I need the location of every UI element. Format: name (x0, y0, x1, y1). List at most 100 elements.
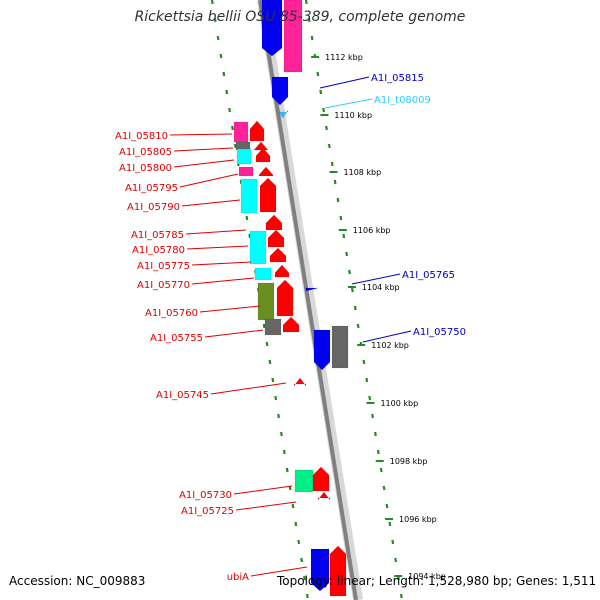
gene-label-left[interactable]: A1I_05770 (137, 280, 190, 291)
left-track-dot (274, 395, 278, 401)
gene-block[interactable] (283, 0, 303, 73)
gene-block[interactable] (269, 247, 287, 263)
scale-tick-label: 1094 kbp (408, 572, 446, 581)
right-track-dot (307, 17, 311, 23)
gene-label-right[interactable]: A1I_05765 (402, 270, 455, 281)
label-connector (204, 329, 264, 338)
gene-block[interactable] (240, 178, 258, 214)
scale-tick-label: 1112 kbp (325, 53, 363, 62)
right-track-dot (368, 395, 372, 401)
gene-label-left[interactable]: A1I_05795 (125, 183, 178, 194)
gene-block[interactable] (264, 318, 282, 336)
gene-block[interactable] (317, 491, 331, 501)
gene-label-left[interactable]: A1I_05800 (119, 163, 172, 174)
scale-tick-label: 1104 kbp (362, 283, 400, 292)
gene-label-left[interactable]: A1I_05725 (181, 506, 234, 517)
right-track-dot (376, 449, 380, 455)
left-track-dot (271, 377, 275, 383)
gene-label-right[interactable]: A1I_05750 (413, 327, 466, 338)
label-connector (169, 133, 233, 136)
gene-label-left[interactable]: A1I_05785 (131, 230, 184, 241)
left-track-dot (305, 593, 309, 599)
gene-block[interactable] (329, 545, 347, 597)
right-track-dot (322, 107, 326, 113)
gene-block[interactable] (277, 108, 289, 119)
gene-block[interactable] (331, 325, 349, 369)
label-connector (179, 173, 239, 188)
gene-block[interactable] (305, 287, 319, 292)
right-track-dot (374, 431, 377, 437)
gene-block[interactable] (257, 282, 275, 321)
gene-block[interactable] (267, 229, 285, 248)
left-track-dot (297, 539, 301, 545)
right-track-dot (382, 485, 386, 491)
gene-label-left[interactable]: ubiA (227, 572, 249, 583)
gene-label-left[interactable]: A1I_05755 (150, 333, 203, 344)
gene-block[interactable] (271, 76, 289, 106)
right-track-dot (353, 305, 357, 311)
gene-block[interactable] (258, 166, 274, 177)
right-track-dot (345, 251, 349, 257)
gene-block[interactable] (261, 0, 283, 57)
gene-block[interactable] (282, 316, 300, 333)
gene-block[interactable] (294, 469, 314, 493)
scale-tick-label: 1106 kbp (353, 226, 391, 235)
right-track-dot (316, 71, 320, 77)
label-connector (181, 199, 241, 207)
gene-block[interactable] (253, 141, 269, 151)
label-connector (235, 501, 297, 511)
left-track-dot (300, 557, 304, 563)
right-track-dot (365, 377, 369, 383)
left-track-dot (282, 449, 286, 455)
gene-block[interactable] (276, 279, 294, 317)
label-connector (199, 305, 261, 313)
right-track-dot (333, 179, 337, 185)
gene-block[interactable] (233, 121, 249, 143)
label-connector (351, 273, 401, 285)
left-track-dot (285, 467, 289, 473)
gene-label-left[interactable]: A1I_05775 (137, 261, 190, 272)
right-track-dot (339, 215, 343, 221)
gene-block[interactable] (254, 267, 272, 281)
left-track-dot (291, 503, 295, 509)
gene-label-left[interactable]: A1I_05790 (127, 202, 180, 213)
right-track-dot (388, 521, 392, 527)
gene-block[interactable] (265, 214, 283, 231)
gene-label-left[interactable]: A1I_05730 (179, 490, 232, 501)
left-track-dot (248, 233, 252, 239)
gene-label-right[interactable]: A1I_05815 (371, 73, 424, 84)
right-track-dot (319, 89, 323, 95)
gene-block[interactable] (312, 466, 330, 492)
right-track-dot (310, 35, 314, 41)
left-track-dot (219, 53, 223, 59)
right-track-dot (325, 125, 328, 131)
gene-block[interactable] (259, 177, 277, 213)
gene-block[interactable] (238, 166, 254, 177)
gene-block[interactable] (310, 548, 330, 592)
right-track-dot (348, 269, 351, 275)
right-track-dot (327, 143, 331, 149)
left-track-dot (216, 35, 220, 41)
left-track-dot (280, 431, 283, 437)
right-track-dot (330, 161, 334, 167)
gene-block[interactable] (236, 148, 252, 165)
gene-label-right[interactable]: A1I_t08009 (374, 95, 431, 106)
gene-block[interactable] (274, 264, 290, 278)
label-connector (362, 330, 412, 343)
gene-block[interactable] (249, 120, 265, 142)
gene-block[interactable] (293, 377, 307, 387)
gene-label-left[interactable]: A1I_05780 (132, 245, 185, 256)
left-track-dot (213, 17, 217, 23)
gene-label-left[interactable]: A1I_05760 (145, 308, 198, 319)
gene-label-left[interactable]: A1I_05805 (119, 147, 172, 158)
gene-block[interactable] (313, 329, 331, 371)
gene-block[interactable] (249, 230, 267, 265)
right-track-dot (336, 197, 340, 203)
right-track-dot (342, 233, 346, 239)
gene-label-left[interactable]: A1I_05810 (115, 131, 168, 142)
left-track-dot (245, 215, 249, 221)
scale-tick-label: 1102 kbp (371, 341, 409, 350)
label-connector (250, 566, 308, 577)
gene-block[interactable] (255, 147, 271, 163)
gene-label-left[interactable]: A1I_05745 (156, 390, 209, 401)
